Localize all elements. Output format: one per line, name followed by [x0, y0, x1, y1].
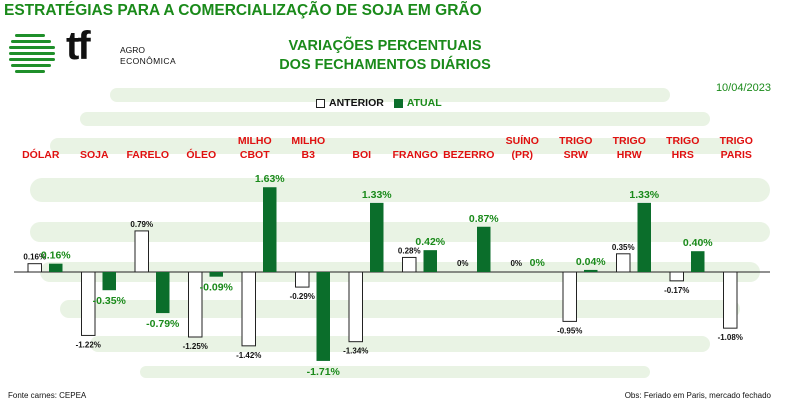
data-label-current: 0.87% [469, 213, 499, 225]
bar-current [370, 202, 384, 272]
category-label: (PR) [511, 149, 533, 161]
data-label-current: 1.33% [362, 189, 392, 201]
data-label-previous: 0.16% [23, 253, 46, 262]
bar-current [156, 272, 170, 314]
data-label-previous: 0.79% [130, 220, 153, 229]
bar-previous [616, 253, 631, 273]
data-label-current: 0.40% [683, 237, 713, 249]
background-stripe [50, 138, 740, 154]
date-label: 10/04/2023 [715, 82, 771, 94]
footer-note: Obs: Feriado em Paris, mercado fechado [624, 391, 771, 400]
legend-swatch-previous [316, 98, 325, 108]
background-stripe [80, 112, 710, 126]
bar-current [477, 226, 491, 272]
category-label: BEZERRO [443, 149, 494, 161]
category-label: SUÍNO [506, 134, 539, 147]
category-label: FARELO [126, 149, 169, 161]
category-label: CBOT [240, 149, 270, 161]
category-label: TRIGO [666, 135, 699, 147]
data-label-previous: 0% [457, 259, 469, 268]
background-stripe [140, 366, 650, 378]
category-label: MILHO [238, 135, 272, 147]
category-label: TRIGO [559, 135, 592, 147]
legend-label-current: ATUAL [406, 97, 442, 109]
category-label: DÓLAR [22, 148, 60, 161]
bar-previous [81, 271, 96, 336]
category-label: FRANGO [393, 149, 439, 161]
logo-mark: tf [66, 24, 91, 68]
category-label: PARIS [721, 149, 752, 161]
category-label: ÓLEO [186, 148, 216, 161]
data-label-current: 0% [530, 257, 546, 269]
company-logo: tf AGRO ECONÔMICA [6, 24, 178, 80]
data-label-previous: 0.28% [398, 246, 421, 255]
bar-current [637, 202, 651, 272]
data-label-current: -0.09% [200, 282, 234, 294]
bar-previous [402, 256, 417, 273]
data-label-previous: -1.42% [236, 351, 261, 360]
bar-previous [348, 271, 363, 343]
bar-current [423, 250, 437, 272]
logo-globe-icon [9, 34, 55, 73]
page-title: ESTRATÉGIAS PARA A COMERCIALIZAÇÃO DE SO… [4, 2, 482, 19]
category-label: MILHO [291, 135, 325, 147]
data-label-previous: -0.95% [557, 326, 582, 335]
category-label: HRS [672, 149, 694, 161]
bar-current [49, 263, 63, 272]
category-label: B3 [302, 149, 316, 161]
data-label-current: 1.33% [629, 189, 659, 201]
data-label-previous: 0.35% [612, 243, 635, 252]
data-label-current: -0.35% [93, 295, 127, 307]
bar-previous [241, 271, 256, 347]
data-label-current: 0.04% [576, 256, 606, 268]
data-label-current: -1.71% [307, 366, 341, 378]
bar-previous [134, 230, 149, 273]
bar-previous [295, 271, 310, 288]
category-label: HRW [617, 149, 642, 161]
bar-current [209, 272, 223, 277]
bar-current [263, 187, 277, 272]
legend-label-previous: ANTERIOR [329, 97, 384, 109]
category-label: SOJA [80, 149, 109, 161]
bar-previous [27, 263, 42, 273]
category-label: TRIGO [720, 135, 753, 147]
bar-previous [188, 271, 203, 338]
bar-current [584, 269, 598, 272]
data-label-current: -0.79% [146, 318, 180, 330]
data-label-previous: -1.08% [718, 333, 743, 342]
logo-text-line2: ECONÔMICA [120, 56, 177, 66]
category-label: SRW [564, 149, 588, 161]
background-stripe [30, 222, 770, 242]
data-label-current: 0.16% [41, 250, 71, 262]
data-label-previous: -0.29% [290, 292, 315, 301]
data-label-previous: 0% [510, 259, 522, 268]
bar-previous [562, 271, 577, 322]
footer-source: Fonte carnes: CEPEA [8, 391, 87, 400]
data-label-previous: -1.25% [183, 342, 208, 351]
bar-previous [669, 271, 684, 282]
category-label: BOI [352, 149, 371, 161]
bar-current [102, 272, 116, 291]
background-stripe [110, 88, 670, 102]
chart-title-line1: VARIAÇÕES PERCENTUAIS [288, 38, 482, 54]
bar-current [691, 251, 705, 272]
bar-current [316, 272, 330, 361]
legend-swatch-current [393, 98, 403, 108]
data-label-current: 1.63% [255, 173, 285, 185]
chart-title-line2: DOS FECHAMENTOS DIÁRIOS [279, 57, 491, 73]
data-label-previous: -1.34% [343, 347, 368, 356]
logo-text-line1: AGRO [120, 45, 146, 55]
bar-previous [723, 271, 738, 329]
background-stripe [30, 178, 770, 202]
data-label-current: 0.42% [415, 236, 445, 248]
data-label-previous: -0.17% [664, 286, 689, 295]
data-label-previous: -1.22% [76, 340, 101, 349]
category-label: TRIGO [613, 135, 646, 147]
chart-legend: ANTERIOR ATUAL [316, 97, 442, 109]
